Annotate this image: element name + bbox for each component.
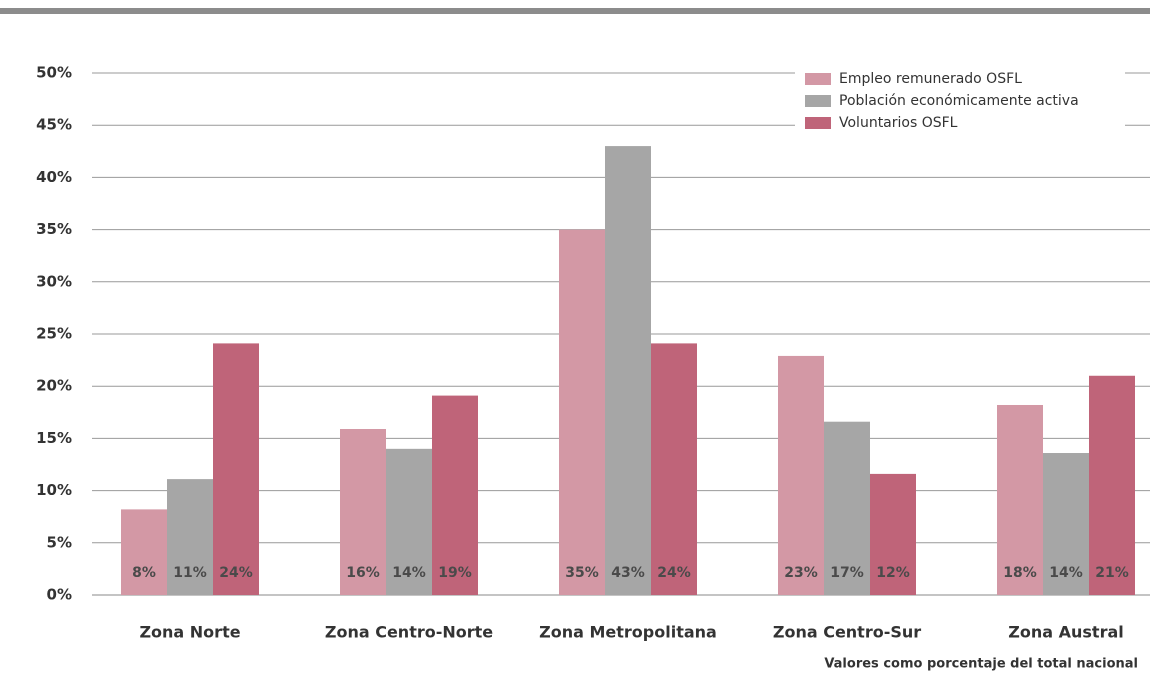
y-tick-label: 20% <box>36 377 72 395</box>
bar <box>432 395 478 595</box>
bar <box>651 343 697 595</box>
value-label: 11% <box>173 565 207 581</box>
value-label: 14% <box>392 565 426 581</box>
value-label: 8% <box>132 565 156 581</box>
chart-note: Valores como porcentaje del total nacion… <box>824 657 1138 672</box>
x-tick-label: Zona Centro-Norte <box>325 623 493 642</box>
x-tick-label: Zona Centro-Sur <box>773 623 921 642</box>
value-label: 14% <box>1049 565 1083 581</box>
y-tick-label: 45% <box>36 116 72 134</box>
legend-label: Población económicamente activa <box>839 93 1079 109</box>
y-tick-label: 15% <box>36 429 72 447</box>
y-tick-label: 40% <box>36 168 72 186</box>
value-label: 24% <box>219 565 253 581</box>
bar <box>605 146 651 595</box>
x-tick-label: Zona Austral <box>1008 623 1123 642</box>
value-label: 35% <box>565 565 599 581</box>
value-label: 23% <box>784 565 818 581</box>
y-tick-label: 25% <box>36 325 72 343</box>
y-tick-label: 10% <box>36 481 72 499</box>
legend-swatch <box>805 95 831 107</box>
legend-label: Voluntarios OSFL <box>839 115 958 131</box>
value-label: 21% <box>1095 565 1129 581</box>
y-tick-label: 30% <box>36 272 72 290</box>
bar <box>1089 375 1135 595</box>
value-label: 24% <box>657 565 691 581</box>
y-tick-label: 0% <box>47 586 72 604</box>
legend-swatch <box>805 73 831 85</box>
x-tick-label: Zona Norte <box>139 623 240 642</box>
bar <box>213 343 259 595</box>
y-tick-label: 50% <box>36 64 72 82</box>
value-label: 16% <box>346 565 380 581</box>
bar <box>997 404 1043 595</box>
value-label: 18% <box>1003 565 1037 581</box>
value-label: 12% <box>876 565 910 581</box>
bar <box>559 229 605 595</box>
y-tick-label: 35% <box>36 220 72 238</box>
legend-swatch <box>805 117 831 129</box>
top-rule <box>0 8 1150 14</box>
bar <box>121 509 167 595</box>
bar <box>778 355 824 595</box>
bar <box>870 473 916 595</box>
value-label: 43% <box>611 565 645 581</box>
bar <box>1043 453 1089 595</box>
bar <box>340 429 386 595</box>
x-tick-label: Zona Metropolitana <box>539 623 717 642</box>
value-label: 19% <box>438 565 472 581</box>
y-tick-label: 5% <box>47 533 72 551</box>
bar <box>167 479 213 595</box>
legend-box <box>795 58 1125 150</box>
legend-label: Empleo remunerado OSFL <box>839 71 1022 87</box>
bar <box>386 448 432 595</box>
bar <box>824 421 870 595</box>
value-label: 17% <box>830 565 864 581</box>
